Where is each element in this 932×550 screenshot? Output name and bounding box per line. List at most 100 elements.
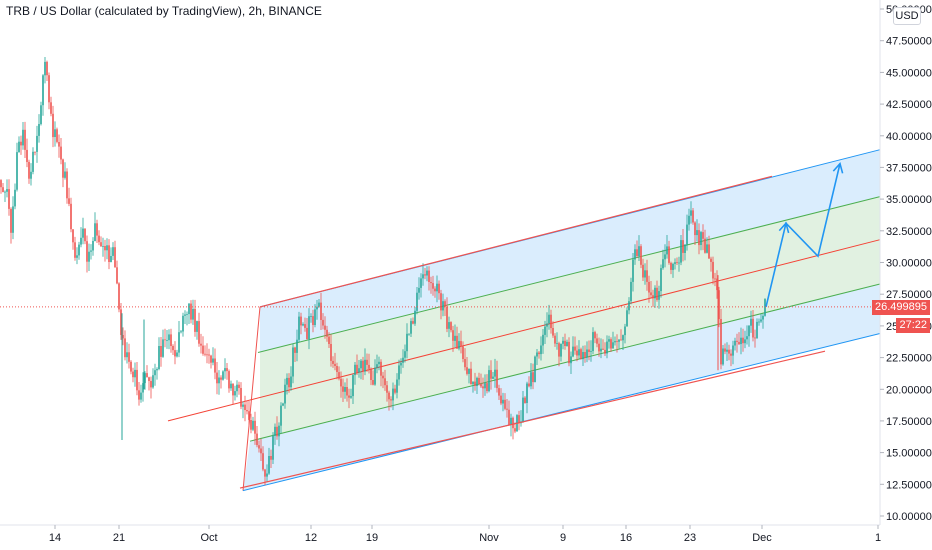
candle-body: [678, 262, 680, 264]
candle-body: [474, 381, 476, 386]
support-line[interactable]: [239, 350, 826, 489]
candle: [314, 304, 316, 328]
candle-body: [82, 228, 84, 238]
candle: [244, 395, 246, 422]
candle: [406, 323, 408, 359]
candle: [300, 312, 302, 335]
candle: [400, 358, 402, 374]
candle: [184, 310, 186, 324]
candle-body: [548, 314, 550, 324]
candle-body: [76, 255, 78, 258]
candle: [390, 396, 392, 408]
candle-body: [306, 327, 308, 339]
candle: [508, 400, 510, 426]
candle: [496, 360, 498, 393]
candle: [98, 230, 100, 246]
candle-body: [230, 383, 232, 389]
candle-body: [54, 129, 56, 137]
candle-body: [512, 417, 514, 429]
candle: [502, 392, 504, 412]
candle-body: [164, 339, 166, 341]
candle-body: [656, 287, 658, 300]
candle-body: [722, 348, 724, 365]
candle: [44, 57, 46, 84]
candle: [566, 339, 568, 347]
candle: [84, 228, 86, 245]
price-axis[interactable]: 50.00000047.50000045.00000042.50000040.0…: [880, 4, 932, 523]
time-tick-label: 21: [113, 532, 125, 544]
candle: [202, 336, 204, 356]
candle: [368, 353, 370, 374]
trend-drawings[interactable]: [239, 161, 844, 489]
candle-body: [288, 377, 290, 388]
candle-body: [212, 358, 214, 363]
candle-body: [114, 247, 116, 268]
resistance-line[interactable]: [259, 175, 773, 308]
time-axis[interactable]: 14 21 Oct 12 19 Nov 9 16 23 Dec 1: [49, 525, 881, 544]
channel-inner-upper-line[interactable]: [257, 196, 881, 353]
candle: [608, 335, 610, 349]
currency-badge[interactable]: USD: [893, 7, 921, 25]
candle: [670, 261, 672, 275]
candle: [328, 332, 330, 348]
candle: [170, 328, 172, 353]
candle: [374, 359, 376, 386]
candle-body: [674, 262, 676, 264]
candle-body: [514, 428, 516, 432]
candle-body: [44, 61, 46, 76]
candle-body: [300, 316, 302, 326]
channel-inner-band: [260, 196, 880, 439]
candle-body: [404, 351, 406, 358]
candle-body: [98, 235, 100, 243]
candle: [482, 377, 484, 398]
candle-body: [570, 356, 572, 364]
candle: [380, 359, 382, 387]
candle-body: [110, 256, 112, 263]
candle: [568, 337, 570, 367]
channel-inner-lower-line[interactable]: [249, 283, 881, 442]
candle: [344, 382, 346, 399]
candle-body: [630, 281, 632, 302]
candle-body: [498, 388, 500, 396]
candle-body: [568, 341, 570, 364]
candle: [16, 142, 18, 192]
candle: [140, 384, 142, 403]
candle-body: [14, 189, 16, 207]
candle: [8, 179, 10, 216]
candle: [304, 317, 306, 332]
candle: [702, 224, 704, 251]
candle: [584, 345, 586, 363]
price-tick-label: 30.000000: [886, 258, 932, 270]
candle: [310, 313, 312, 323]
candle: [648, 275, 650, 303]
candle-body: [492, 376, 494, 379]
candle: [476, 376, 478, 394]
candle: [322, 313, 324, 330]
candle-body: [572, 346, 574, 357]
candle: [434, 286, 436, 298]
candle: [646, 259, 648, 291]
candle-body: [34, 151, 36, 153]
candle-body: [500, 395, 502, 404]
candle-body: [144, 373, 146, 384]
candle-body: [294, 347, 296, 353]
candle: [214, 348, 216, 380]
candle: [570, 351, 572, 374]
projection-path[interactable]: [765, 163, 841, 308]
candle-body: [598, 343, 600, 352]
candle-body: [358, 368, 360, 373]
candle: [490, 360, 492, 390]
candle-body: [4, 191, 6, 193]
candle: [20, 135, 22, 155]
candle-body: [154, 370, 156, 376]
candle: [658, 285, 660, 309]
channel-lower-line[interactable]: [242, 333, 881, 492]
candle: [454, 324, 456, 348]
candle: [76, 247, 78, 265]
candle: [138, 382, 140, 406]
candle-body: [600, 348, 602, 352]
candle: [580, 347, 582, 360]
candle-body: [466, 367, 468, 374]
candle: [106, 238, 108, 260]
